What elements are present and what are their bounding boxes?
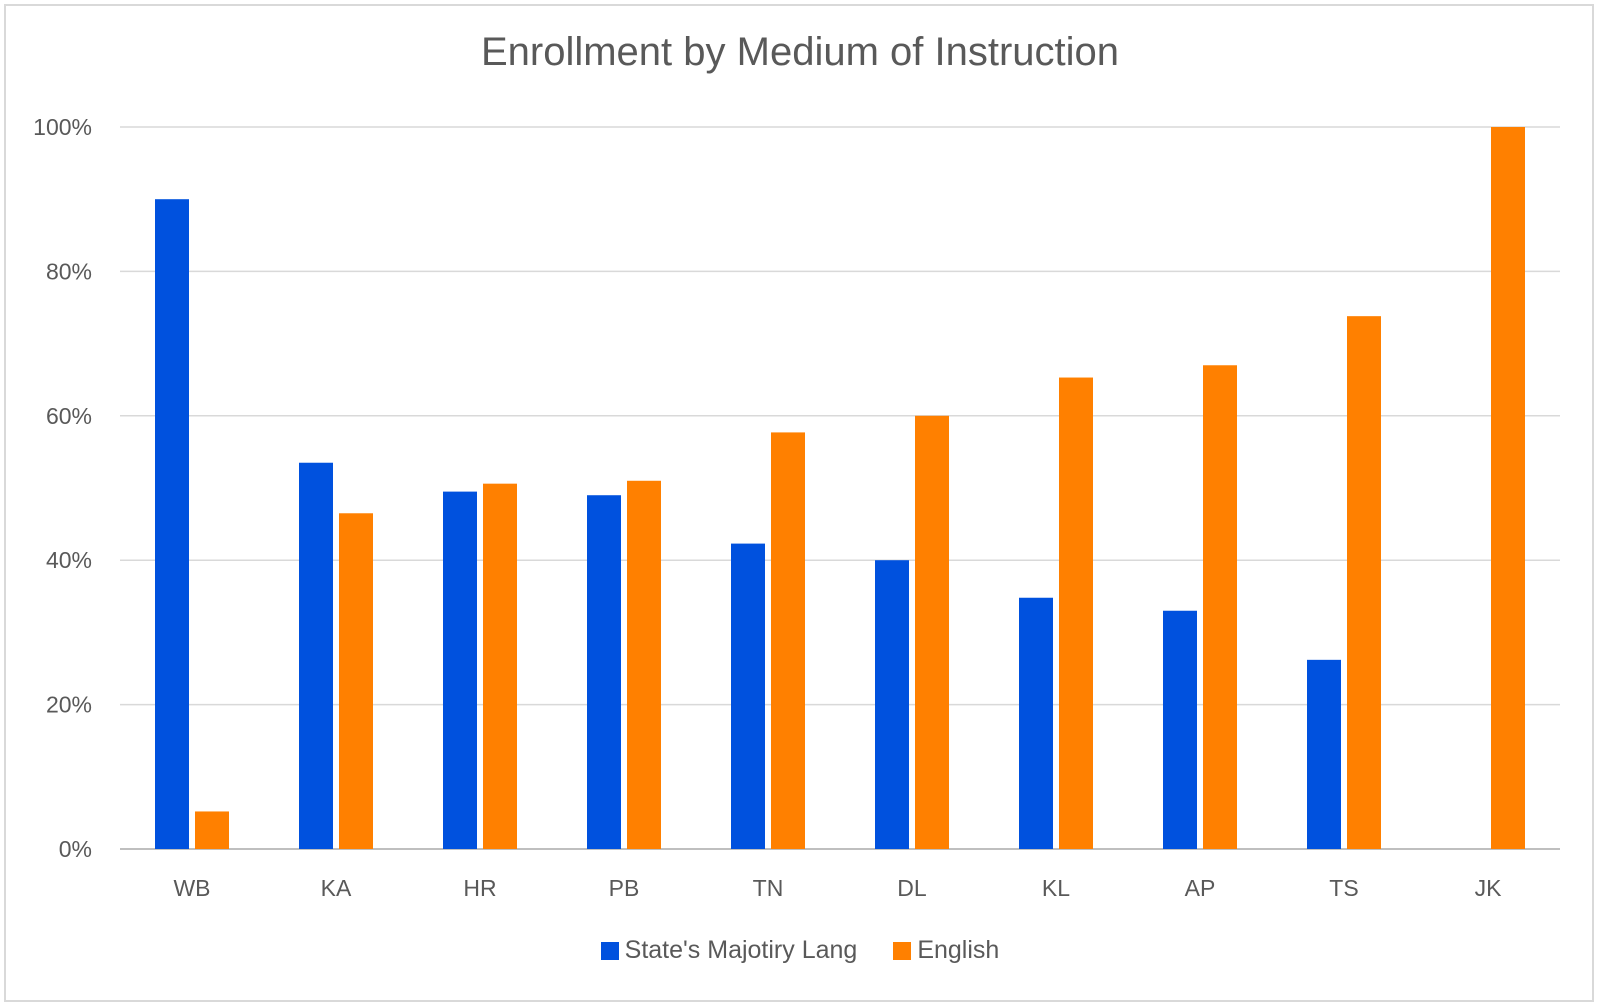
bar-tn-english	[771, 432, 805, 849]
y-tick-label: 0%	[59, 836, 92, 862]
bar-ka-state-lang	[299, 462, 333, 849]
legend-label-state-lang: State's Majotiry Lang	[624, 936, 858, 964]
x-tick-label-pb: PB	[609, 875, 640, 901]
x-tick-label-tn: TN	[753, 875, 784, 901]
y-tick-label: 40%	[46, 547, 92, 573]
bar-hr-state-lang	[443, 491, 477, 849]
legend-swatch-english	[893, 941, 912, 960]
bar-kl-state-lang	[1019, 597, 1053, 849]
legend-item-english: English	[893, 936, 999, 965]
legend-label-english: English	[917, 936, 1000, 964]
bar-wb-english	[195, 811, 229, 849]
x-tick-label-ka: KA	[321, 875, 352, 901]
bar-ts-state-lang	[1307, 659, 1341, 849]
bar-ka-english	[339, 513, 373, 849]
bar-dl-english	[915, 415, 949, 849]
bar-tn-state-lang	[731, 543, 765, 849]
y-tick-label: 100%	[33, 114, 92, 140]
bar-pb-english	[627, 480, 661, 849]
bar-wb-state-lang	[155, 199, 189, 849]
bar-pb-state-lang	[587, 495, 621, 849]
x-tick-label-jk: JK	[1475, 875, 1503, 901]
x-tick-label-hr: HR	[463, 875, 496, 901]
x-tick-label-kl: KL	[1042, 875, 1070, 901]
legend-item-state-lang: State's Majotiry Lang	[600, 936, 858, 965]
y-tick-label: 80%	[46, 258, 92, 284]
x-tick-label-ts: TS	[1329, 875, 1358, 901]
y-tick-label: 60%	[46, 403, 92, 429]
bar-ts-english	[1347, 316, 1381, 849]
y-tick-label: 20%	[46, 692, 92, 718]
bar-ap-english	[1203, 365, 1237, 849]
bar-ap-state-lang	[1163, 610, 1197, 849]
bar-hr-english	[483, 483, 517, 849]
legend-swatch-state-lang	[600, 941, 619, 960]
chart-title: Enrollment by Medium of Instruction	[480, 30, 1120, 74]
bar-kl-english	[1059, 377, 1093, 849]
x-tick-label-ap: AP	[1185, 875, 1216, 901]
bar-dl-state-lang	[875, 560, 909, 849]
legend: State's Majotiry Lang English	[0, 936, 1600, 965]
x-tick-label-wb: WB	[173, 875, 210, 901]
bar-jk-english	[1491, 127, 1525, 849]
x-tick-label-dl: DL	[897, 875, 927, 901]
